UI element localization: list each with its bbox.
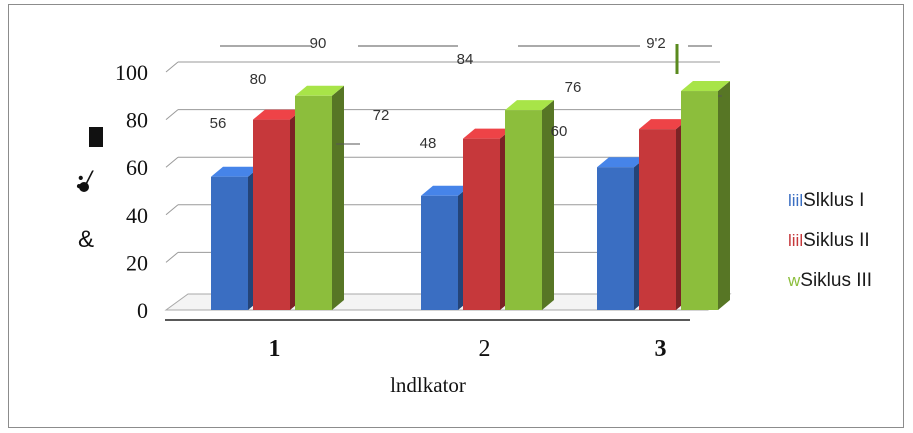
- legend-item-siklus-2: liilSiklus II: [788, 230, 870, 252]
- bar-top: [505, 100, 554, 111]
- data-label: 9'2: [646, 35, 666, 52]
- data-label: 48: [420, 135, 437, 152]
- bar: [639, 129, 676, 310]
- data-label: 72: [373, 107, 390, 124]
- data-label: 60: [551, 123, 568, 140]
- bars: [211, 81, 730, 311]
- y-tick-label: 20: [126, 250, 148, 275]
- gridline-side-60: [165, 156, 179, 168]
- data-labels: 56 48 60 80 72 76 90 84 9'2: [210, 35, 722, 152]
- y-tick-label: 60: [126, 155, 148, 180]
- bar: [463, 138, 500, 310]
- bar-top: [597, 157, 646, 168]
- bar: [597, 167, 634, 310]
- bar-top: [421, 185, 470, 196]
- gridline-side-40: [165, 204, 179, 216]
- gridline-side-20: [165, 252, 179, 263]
- y-tick-label: 40: [126, 203, 148, 228]
- legend-label-siklus-2: Siklus II: [803, 230, 870, 251]
- y-axis-marker-dot: [79, 182, 89, 192]
- legend-item-siklus-1: liilSlklus I: [788, 190, 864, 212]
- legend-marker-siklus-3: w: [788, 271, 801, 290]
- bar: [253, 119, 290, 310]
- y-axis-mark-2: &: [78, 226, 94, 253]
- data-label: 84: [457, 51, 474, 68]
- bar: [211, 176, 248, 310]
- bar-top: [253, 109, 302, 120]
- bar: [295, 95, 332, 310]
- bar: [421, 195, 458, 310]
- gridline-side-80: [165, 109, 179, 120]
- data-label: 76: [565, 79, 582, 96]
- y-tick-label: 100: [115, 60, 148, 85]
- bar-top: [639, 119, 688, 130]
- chart-frame: [8, 4, 904, 428]
- bar-top: [463, 128, 512, 139]
- data-label: 80: [250, 71, 267, 88]
- bar-top: [211, 166, 260, 177]
- bar-top: [295, 85, 344, 96]
- legend-label-siklus-1: Slklus I: [803, 190, 865, 211]
- y-tick-label: 0: [137, 298, 148, 323]
- data-label: 56: [210, 115, 227, 132]
- x-tick-label: 3: [655, 336, 667, 362]
- bar-side: [332, 85, 344, 310]
- bar-side: [718, 81, 730, 310]
- bar-top: [681, 81, 730, 92]
- data-label: 90: [310, 35, 327, 52]
- legend-label-siklus-3: Siklus III: [800, 270, 873, 291]
- legend-marker-siklus-1: liil: [788, 191, 804, 210]
- gridline-side-100: [165, 61, 179, 73]
- bar: [505, 110, 542, 310]
- legend-marker-siklus-2: liil: [788, 231, 804, 250]
- x-tick-label: 1: [269, 336, 281, 362]
- bar-side: [542, 100, 554, 310]
- x-axis-title: lndlkator: [390, 373, 466, 397]
- x-tick-label: 2: [479, 336, 491, 362]
- legend-item-siklus-3: wSiklus III: [788, 270, 872, 292]
- y-axis-marker-square: [89, 127, 103, 147]
- bar: [681, 91, 718, 310]
- y-tick-label: 80: [126, 108, 148, 133]
